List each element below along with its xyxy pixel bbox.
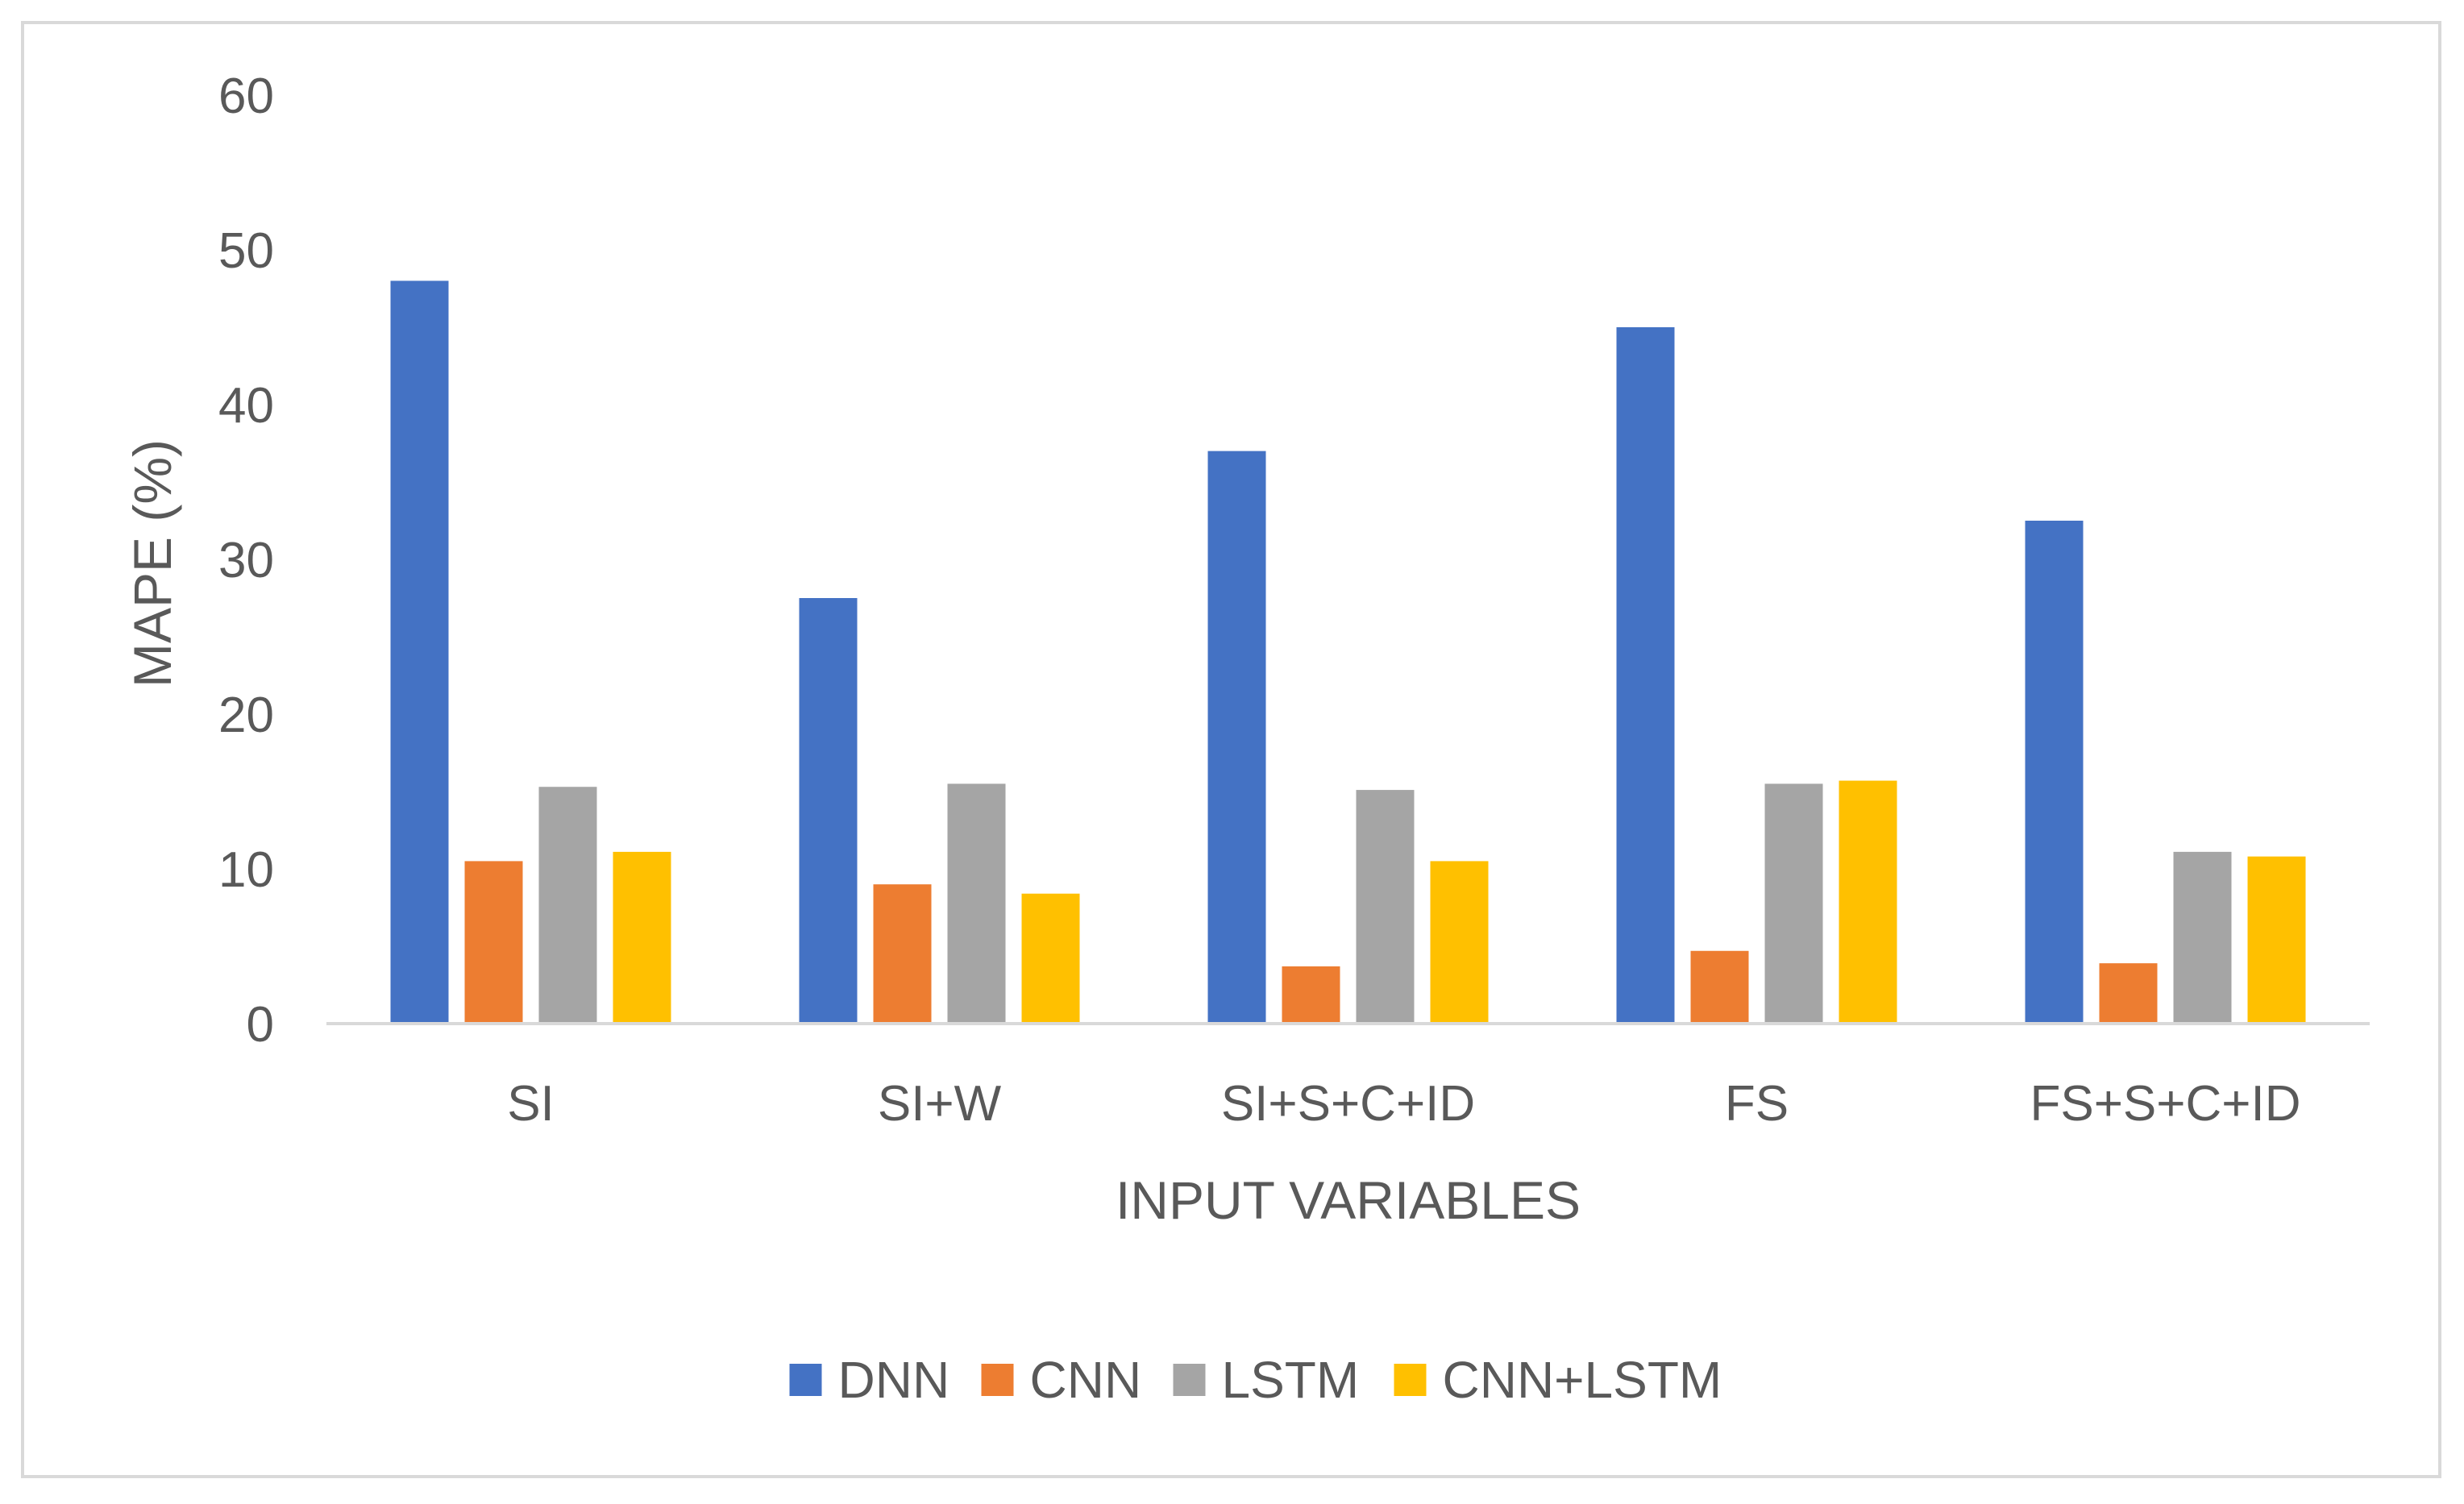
y-axis-ticks: 0 10 20 30 40 50 60 [218,69,274,1053]
x-tick-label: SI [507,1076,555,1132]
legend-label: CNN [1030,1351,1142,1409]
legend-label: DNN [838,1351,950,1409]
bar-cnn-lstm-0 [613,851,671,1024]
x-tick-label: FS+S+C+ID [2030,1076,2301,1132]
x-axis-title: INPUT VARIABLES [1116,1170,1581,1230]
y-tick-label: 40 [218,378,274,434]
legend-label: LSTM [1222,1351,1360,1409]
legend-swatch-cnn [981,1364,1014,1396]
x-axis-ticks: SI SI+W SI+S+C+ID FS FS+S+C+ID [507,1076,2300,1132]
legend-swatch-lstm [1173,1364,1206,1396]
legend-swatch-dnn [789,1364,822,1396]
y-tick-label: 0 [247,997,274,1053]
y-tick-label: 50 [218,223,274,279]
bar-dnn-2 [1207,451,1266,1024]
bar-dnn-3 [1616,327,1675,1024]
bar-lstm-1 [947,783,1006,1024]
x-tick-label: FS [1725,1076,1789,1132]
bar-lstm-0 [538,787,597,1024]
x-tick-label: SI+S+C+ID [1221,1076,1475,1132]
y-tick-label: 60 [218,69,274,124]
bar-lstm-4 [2173,851,2232,1024]
y-axis-title: MAPE (%) [123,439,182,688]
y-tick-label: 20 [218,688,274,743]
bar-cnn-lstm-4 [2247,856,2306,1024]
x-tick-label: SI+W [878,1076,1002,1132]
legend: DNN CNN LSTM CNN+LSTM [789,1351,1722,1409]
y-tick-label: 30 [218,533,274,588]
bar-cnn-lstm-2 [1430,861,1489,1024]
legend-swatch-cnn-lstm [1394,1364,1427,1396]
bar-cnn-1 [873,884,932,1024]
bar-lstm-2 [1356,790,1415,1024]
y-tick-label: 10 [218,842,274,898]
bar-cnn-0 [464,861,523,1024]
bar-cnn-2 [1282,966,1340,1024]
bar-dnn-1 [799,598,858,1024]
bar-dnn-0 [390,280,449,1024]
bar-lstm-3 [1764,783,1823,1024]
bar-cnn-3 [1690,950,1749,1024]
bar-cnn-4 [2099,963,2158,1024]
bar-cnn-lstm-1 [1021,893,1080,1024]
bar-cnn-lstm-3 [1839,780,1897,1024]
bars [390,280,2306,1024]
legend-label: CNN+LSTM [1443,1351,1722,1409]
bar-dnn-4 [2025,521,2084,1024]
